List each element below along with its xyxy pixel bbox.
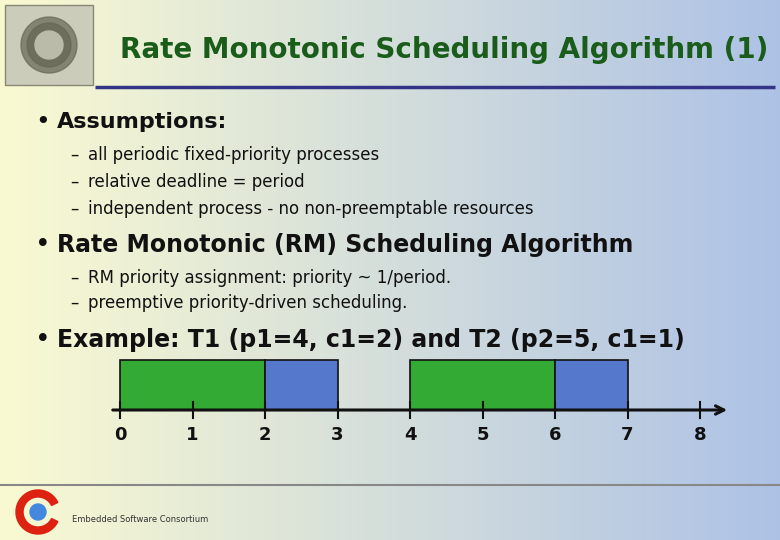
Text: Rate Monotonic Scheduling Algorithm (1): Rate Monotonic Scheduling Algorithm (1) — [120, 36, 768, 64]
Text: 8: 8 — [693, 426, 707, 444]
Text: –: – — [70, 269, 78, 287]
Text: all periodic fixed-priority processes: all periodic fixed-priority processes — [88, 146, 379, 164]
Bar — [265, 360, 338, 410]
Text: –: – — [70, 146, 78, 164]
Text: 5: 5 — [477, 426, 489, 444]
Text: 7: 7 — [621, 426, 633, 444]
Text: –: – — [70, 200, 78, 218]
Polygon shape — [30, 504, 46, 520]
Text: 4: 4 — [404, 426, 417, 444]
Text: 6: 6 — [549, 426, 562, 444]
Text: 1: 1 — [186, 426, 199, 444]
Text: Assumptions:: Assumptions: — [57, 112, 228, 132]
Text: preemptive priority-driven scheduling.: preemptive priority-driven scheduling. — [88, 294, 407, 312]
Text: –: – — [70, 173, 78, 191]
FancyBboxPatch shape — [5, 5, 93, 85]
Polygon shape — [16, 490, 58, 534]
Bar — [410, 360, 555, 410]
Text: –: – — [70, 294, 78, 312]
Text: Embedded Software Consortium: Embedded Software Consortium — [72, 516, 208, 524]
Text: 0: 0 — [114, 426, 126, 444]
Bar — [120, 360, 265, 410]
Text: •: • — [35, 232, 51, 258]
Text: Example: T1 (p1=4, c1=2) and T2 (p2=5, c1=1): Example: T1 (p1=4, c1=2) and T2 (p2=5, c… — [57, 328, 685, 352]
Text: RM priority assignment: priority ~ 1/period.: RM priority assignment: priority ~ 1/per… — [88, 269, 451, 287]
Polygon shape — [35, 31, 63, 59]
Polygon shape — [27, 23, 71, 67]
Text: 3: 3 — [332, 426, 344, 444]
Text: 2: 2 — [259, 426, 271, 444]
Bar — [555, 360, 627, 410]
Text: relative deadline = period: relative deadline = period — [88, 173, 305, 191]
Text: •: • — [35, 110, 50, 134]
Text: •: • — [35, 327, 51, 353]
Text: Rate Monotonic (RM) Scheduling Algorithm: Rate Monotonic (RM) Scheduling Algorithm — [57, 233, 633, 257]
Polygon shape — [21, 17, 77, 73]
Text: independent process - no non-preemptable resources: independent process - no non-preemptable… — [88, 200, 534, 218]
